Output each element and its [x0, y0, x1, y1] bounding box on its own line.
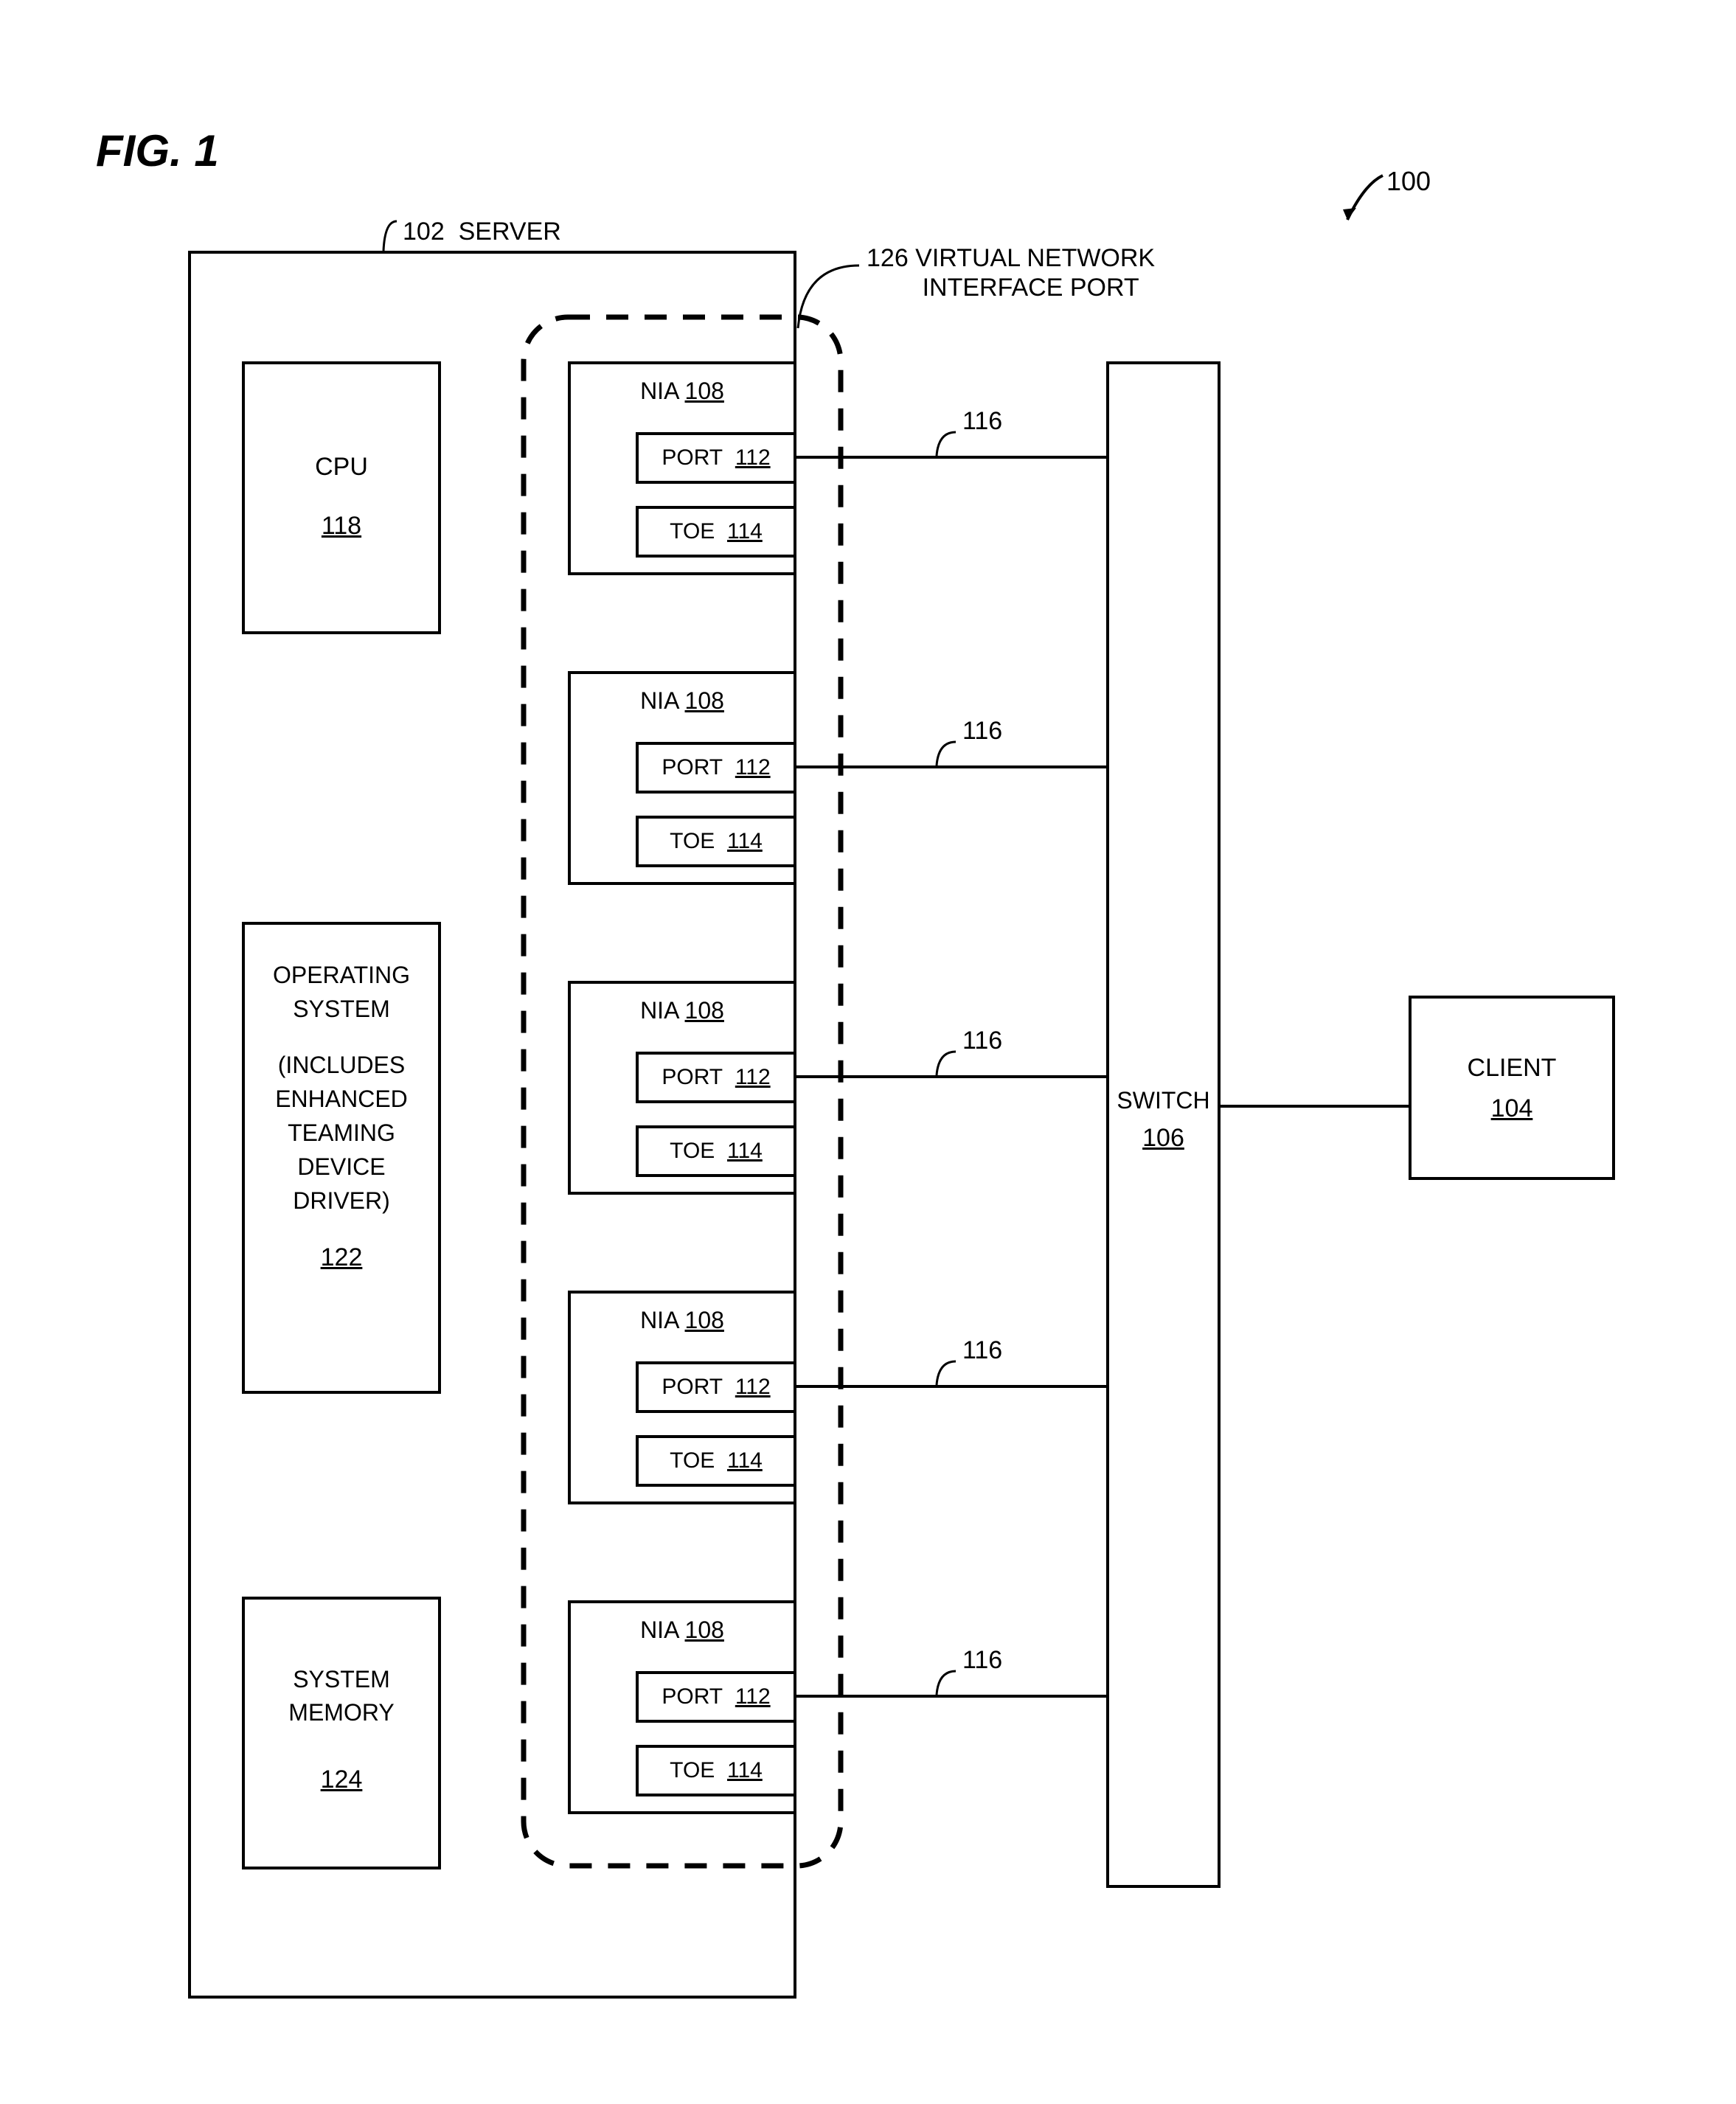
leader-116-2 [929, 735, 963, 773]
switch-box: SWITCH 106 [1106, 361, 1221, 1888]
switch-client-line [1221, 1105, 1409, 1108]
conn-ref-2: 116 [962, 717, 1002, 746]
figure-title: FIG. 1 [96, 125, 219, 176]
conn-ref-1: 116 [962, 407, 1002, 436]
conn-ref-4: 116 [962, 1336, 1002, 1365]
mem-ref: 124 [245, 1766, 438, 1794]
leader-116-5 [929, 1664, 963, 1702]
switch-label: SWITCH [1109, 1087, 1218, 1114]
cpu-label: CPU [245, 453, 438, 482]
os-box: OPERATINGSYSTEM(INCLUDESENHANCEDTEAMINGD… [242, 922, 441, 1394]
conn-ref-3: 116 [962, 1027, 1002, 1055]
vnip-dashed-group [516, 310, 848, 1873]
leader-116-1 [929, 425, 963, 463]
switch-ref: 106 [1109, 1124, 1218, 1153]
diagram-canvas: FIG. 1100102 SERVER126 VIRTUAL NETWORK I… [0, 0, 1736, 2104]
server-label: 102 SERVER [403, 218, 561, 246]
leader-102 [376, 214, 404, 258]
client-ref: 104 [1412, 1094, 1612, 1123]
ref-100-arrow [1331, 170, 1398, 236]
vnip-label: 126 VIRTUAL NETWORK INTERFACE PORT [867, 243, 1155, 302]
client-label: CLIENT [1412, 1054, 1612, 1083]
os-ref: 122 [245, 1243, 438, 1272]
conn-ref-5: 116 [962, 1646, 1002, 1675]
leader-116-4 [929, 1354, 963, 1392]
cpu-ref: 118 [245, 512, 438, 541]
leader-116-3 [929, 1044, 963, 1083]
cpu-box: CPU 118 [242, 361, 441, 634]
client-box: CLIENT 104 [1409, 996, 1615, 1180]
mem-box: SYSTEM MEMORY 124 [242, 1597, 441, 1869]
